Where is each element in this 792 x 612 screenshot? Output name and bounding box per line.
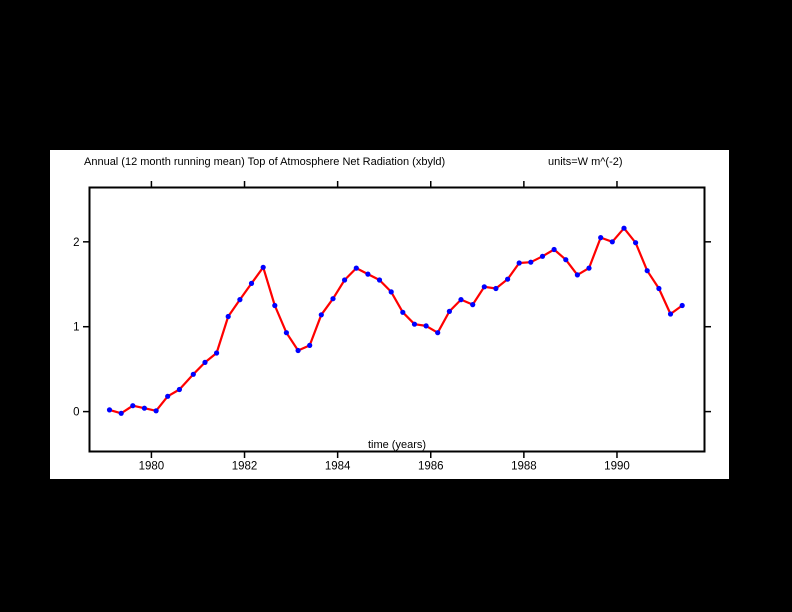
- data-point-marker: [586, 265, 592, 271]
- y-tick-label: 1: [73, 322, 79, 334]
- data-point-marker: [563, 257, 569, 263]
- data-point-marker: [365, 271, 371, 277]
- data-point-marker: [667, 311, 674, 317]
- data-point-marker: [388, 289, 394, 295]
- data-point-marker: [679, 302, 685, 309]
- data-point-marker: [141, 405, 147, 411]
- data-point-marker: [644, 268, 650, 274]
- units-label: units=W m^(-2): [548, 156, 623, 168]
- data-point-marker: [153, 408, 159, 414]
- y-tick-label: 2: [73, 237, 79, 249]
- data-point-marker: [528, 259, 534, 265]
- radiation-line: [108, 227, 684, 415]
- data-point-marker: [423, 323, 429, 329]
- data-point-marker: [493, 285, 499, 292]
- data-point-marker: [237, 297, 243, 303]
- data-point-marker: [376, 277, 383, 283]
- data-point-marker: [470, 302, 476, 308]
- data-point-marker: [342, 277, 348, 283]
- data-point-marker: [225, 313, 231, 320]
- data-point-marker: [411, 321, 418, 327]
- data-point-marker: [574, 272, 581, 278]
- data-point-marker: [505, 276, 511, 282]
- data-point-marker: [551, 246, 557, 253]
- data-point-marker: [400, 309, 406, 315]
- data-point-marker: [446, 308, 452, 314]
- data-point-marker: [118, 410, 124, 416]
- data-point-marker: [330, 296, 336, 302]
- data-point-marker: [295, 347, 301, 354]
- chart-title: Annual (12 month running mean) Top of At…: [84, 156, 446, 168]
- data-point-marker: [539, 253, 546, 259]
- data-point-marker: [598, 235, 604, 241]
- x-tick-label: 1988: [511, 461, 537, 473]
- data-point-marker: [633, 240, 639, 246]
- data-point-marker: [176, 386, 182, 393]
- x-axis-label: time (years): [368, 439, 426, 451]
- plot-panel: Annual (12 month running mean) Top of At…: [50, 150, 729, 479]
- data-point-marker: [435, 330, 441, 336]
- data-point-marker: [130, 403, 136, 409]
- plot-frame: [88, 186, 706, 453]
- data-point-marker: [202, 359, 208, 365]
- data-point-marker: [260, 264, 266, 270]
- data-point-marker: [318, 312, 324, 318]
- data-point-marker: [106, 407, 113, 413]
- data-point-marker: [609, 239, 615, 245]
- data-point-marker: [214, 350, 220, 356]
- x-tick-label: 1984: [325, 461, 351, 473]
- data-point-marker: [656, 285, 662, 292]
- x-tick-label: 1990: [604, 461, 630, 473]
- x-tick-label: 1982: [232, 461, 258, 473]
- data-point-marker: [272, 302, 278, 309]
- data-point-marker: [621, 225, 627, 231]
- data-point-marker: [307, 342, 313, 348]
- data-point-marker: [165, 393, 171, 399]
- data-point-marker: [190, 371, 196, 377]
- data-point-marker: [458, 297, 464, 303]
- data-point-marker: [283, 330, 289, 336]
- data-point-marker: [353, 265, 359, 271]
- data-point-marker: [248, 280, 255, 286]
- y-tick-label: 0: [73, 407, 79, 419]
- x-tick-label: 1980: [139, 461, 165, 473]
- x-tick-label: 1986: [418, 461, 444, 473]
- data-point-marker: [516, 260, 522, 266]
- data-point-marker: [481, 284, 487, 290]
